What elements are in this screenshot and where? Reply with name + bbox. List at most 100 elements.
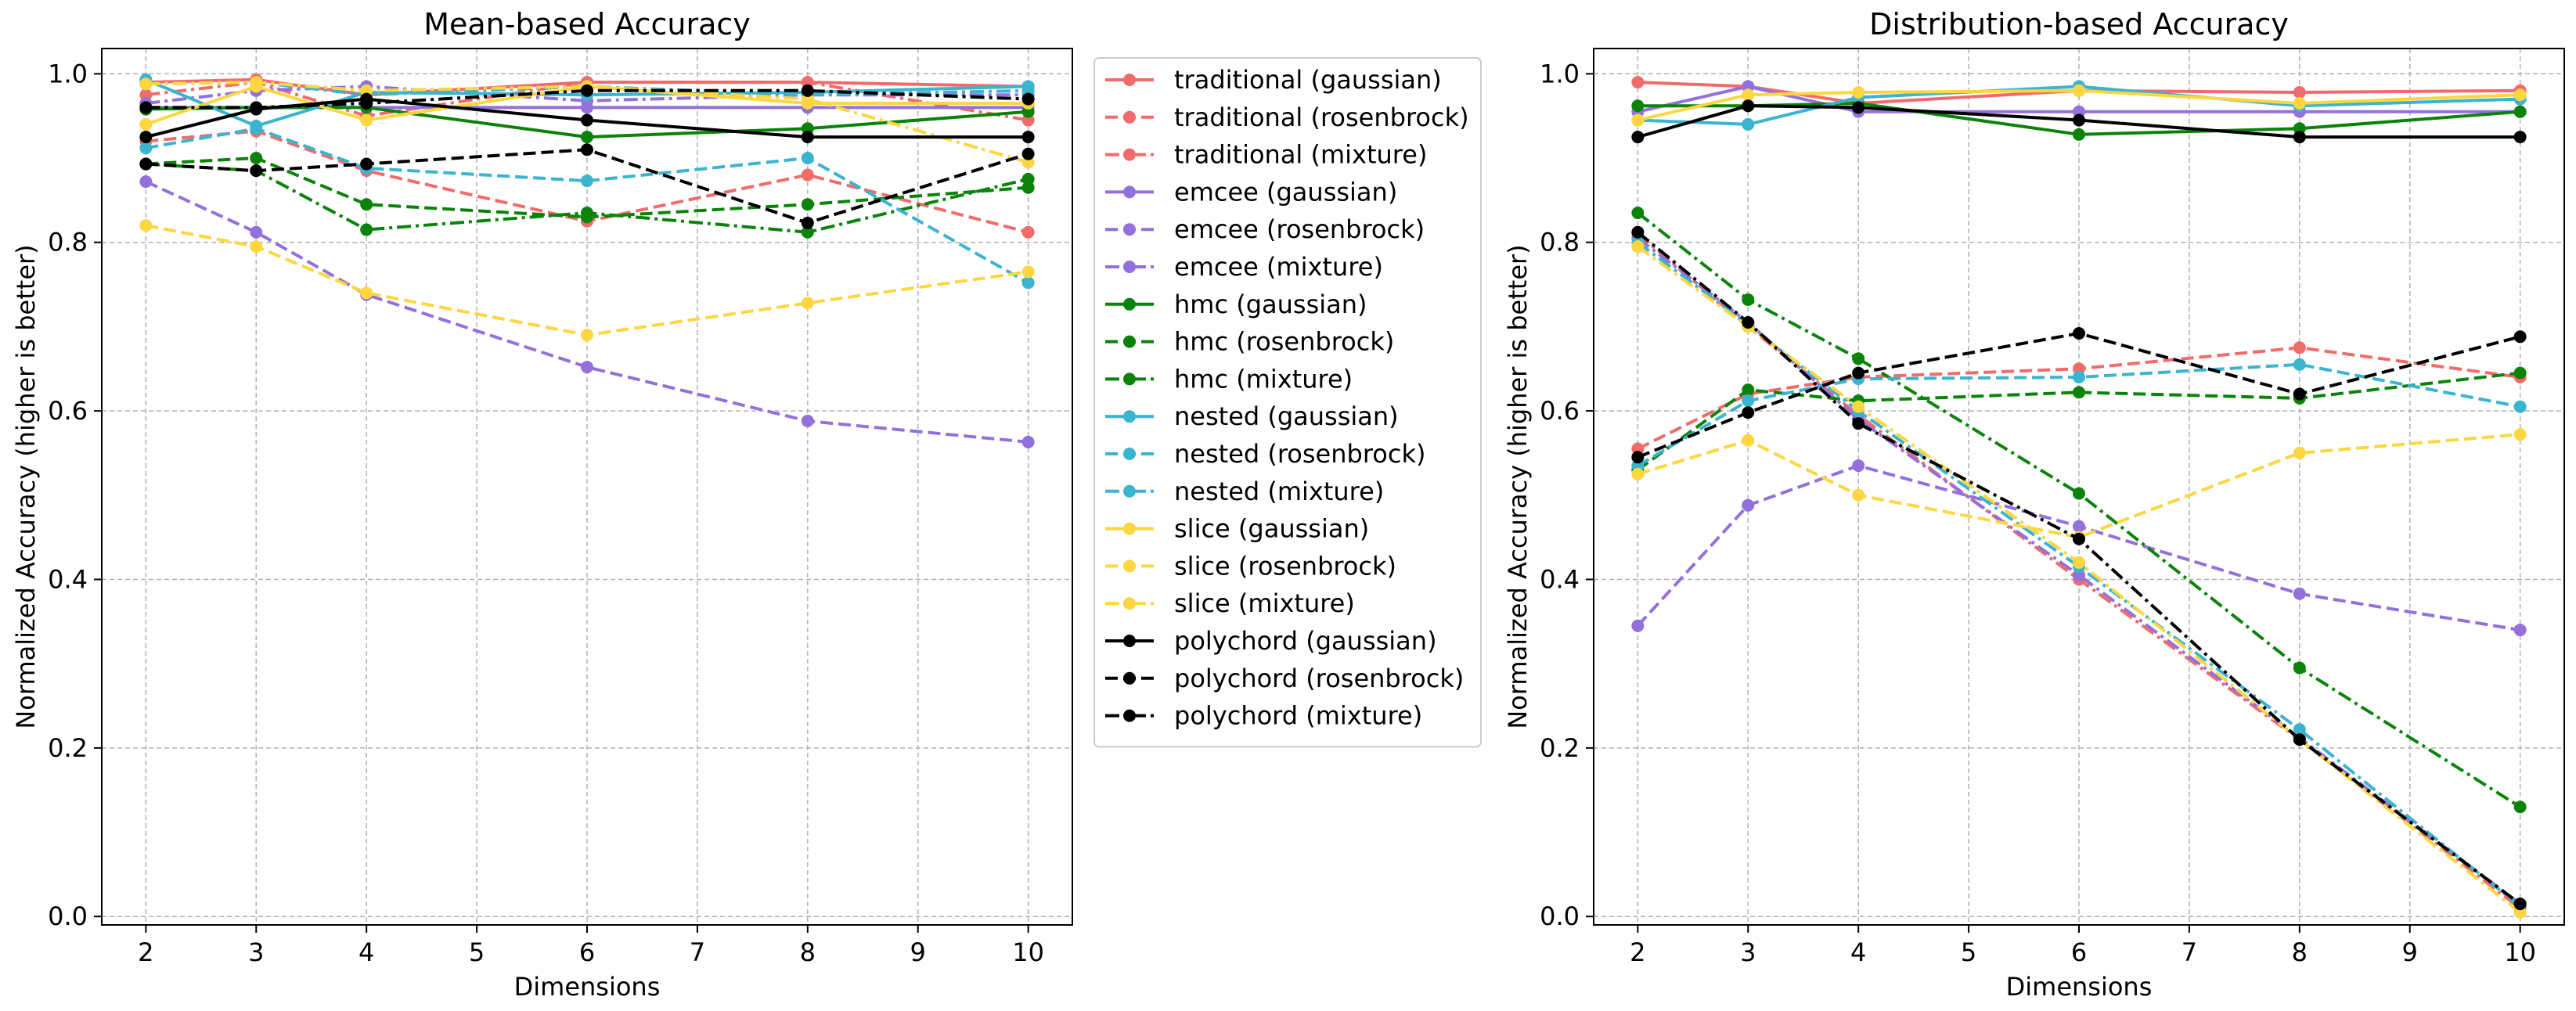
data-point bbox=[2293, 97, 2306, 110]
legend-label: hmc (gaussian) bbox=[1174, 290, 1367, 319]
legend-marker bbox=[1123, 74, 1136, 86]
data-point bbox=[139, 158, 152, 171]
data-point bbox=[139, 101, 152, 113]
y-axis-label: Normalized Accuracy (higher is better) bbox=[11, 244, 41, 729]
legend-marker bbox=[1123, 597, 1136, 610]
x-tick-label: 9 bbox=[2402, 937, 2418, 967]
data-point bbox=[250, 226, 262, 239]
data-point bbox=[250, 122, 262, 135]
data-point bbox=[1631, 620, 1644, 632]
data-point bbox=[1631, 451, 1644, 463]
legend-marker bbox=[1123, 559, 1136, 572]
data-point bbox=[2293, 662, 2306, 675]
data-point bbox=[360, 97, 373, 110]
data-point bbox=[1742, 499, 1754, 512]
x-tick-label: 4 bbox=[358, 937, 374, 967]
legend-marker bbox=[1123, 261, 1136, 273]
data-point bbox=[2514, 88, 2527, 101]
data-point bbox=[1022, 226, 1035, 239]
data-point bbox=[2073, 556, 2085, 569]
legend-marker bbox=[1123, 410, 1136, 423]
data-point bbox=[1852, 489, 1864, 502]
x-tick-label: 4 bbox=[1850, 937, 1866, 967]
legend-marker bbox=[1123, 448, 1136, 460]
data-point bbox=[2293, 341, 2306, 354]
legend: traditional (gaussian)traditional (rosen… bbox=[1094, 58, 1481, 747]
data-point bbox=[581, 85, 593, 97]
legend-label: traditional (gaussian) bbox=[1174, 65, 1442, 95]
data-point bbox=[1022, 436, 1035, 448]
legend-label: polychord (rosenbrock) bbox=[1174, 664, 1464, 693]
data-point bbox=[1852, 86, 1864, 99]
data-point bbox=[1022, 265, 1035, 278]
y-tick-label: 0.2 bbox=[48, 733, 88, 763]
data-point bbox=[581, 207, 593, 219]
legend-label: hmc (rosenbrock) bbox=[1174, 327, 1394, 357]
data-point bbox=[2514, 106, 2527, 118]
legend-label: emcee (gaussian) bbox=[1174, 177, 1397, 207]
x-tick-label: 3 bbox=[1740, 937, 1756, 967]
data-point bbox=[250, 164, 262, 177]
legend-marker bbox=[1123, 635, 1136, 647]
x-axis-label: Dimensions bbox=[514, 972, 661, 1002]
data-point bbox=[2073, 520, 2085, 533]
data-point bbox=[360, 158, 373, 171]
legend-marker bbox=[1123, 111, 1136, 124]
data-point bbox=[802, 217, 814, 229]
legend-marker bbox=[1123, 372, 1136, 385]
chart-panel-2: 2 3 4 5 6 7 8 9 10 0.0 0.2 0.4 0.6 0.8 1.0 Distribution… bbox=[1503, 7, 2564, 1002]
data-point bbox=[1631, 240, 1644, 253]
legend-label: emcee (rosenbrock) bbox=[1174, 214, 1425, 244]
data-point bbox=[1742, 118, 1754, 131]
data-point bbox=[2073, 386, 2085, 398]
x-tick-label: 2 bbox=[1630, 937, 1645, 967]
legend-label: slice (rosenbrock) bbox=[1174, 551, 1396, 581]
data-point bbox=[2514, 401, 2527, 413]
data-point bbox=[2293, 388, 2306, 401]
data-point bbox=[2293, 588, 2306, 600]
x-tick-label: 6 bbox=[579, 937, 595, 967]
data-point bbox=[1742, 383, 1754, 396]
data-point bbox=[2293, 733, 2306, 746]
y-tick-label: 0.0 bbox=[1540, 901, 1580, 931]
data-point bbox=[250, 76, 262, 88]
data-point bbox=[1022, 131, 1035, 143]
data-point bbox=[802, 131, 814, 143]
data-point bbox=[581, 329, 593, 341]
data-point bbox=[250, 240, 262, 253]
legend-label: emcee (mixture) bbox=[1174, 252, 1383, 282]
data-point bbox=[2073, 533, 2085, 545]
y-axis-label: Normalized Accuracy (higher is better) bbox=[1503, 244, 1533, 729]
y-tick-label: 0.6 bbox=[1540, 396, 1580, 426]
data-point bbox=[1631, 131, 1644, 143]
legend-label: slice (gaussian) bbox=[1174, 514, 1369, 544]
data-point bbox=[2514, 367, 2527, 380]
data-point bbox=[1742, 406, 1754, 419]
x-tick-label: 3 bbox=[248, 937, 264, 967]
data-point bbox=[2514, 624, 2527, 636]
data-point bbox=[1742, 316, 1754, 329]
legend-marker bbox=[1123, 149, 1136, 161]
x-tick-label: 6 bbox=[2071, 937, 2087, 967]
data-point bbox=[1022, 93, 1035, 106]
data-point bbox=[139, 118, 152, 131]
data-point bbox=[802, 198, 814, 210]
x-tick-label: 7 bbox=[2181, 937, 2197, 967]
data-point bbox=[581, 114, 593, 127]
data-point bbox=[360, 286, 373, 299]
data-point bbox=[360, 224, 373, 236]
legend-marker bbox=[1123, 336, 1136, 348]
data-point bbox=[2073, 85, 2085, 97]
data-point bbox=[802, 297, 814, 309]
x-tick-label: 10 bbox=[2504, 937, 2536, 967]
y-tick-label: 1.0 bbox=[48, 59, 88, 88]
data-point bbox=[2514, 428, 2527, 441]
data-point bbox=[1631, 99, 1644, 112]
data-point bbox=[1852, 459, 1864, 472]
data-point bbox=[2073, 327, 2085, 340]
data-point bbox=[139, 142, 152, 154]
data-point bbox=[2073, 128, 2085, 141]
y-tick-label: 0.4 bbox=[1540, 564, 1580, 594]
legend-marker bbox=[1123, 185, 1136, 198]
data-point bbox=[1852, 417, 1864, 430]
